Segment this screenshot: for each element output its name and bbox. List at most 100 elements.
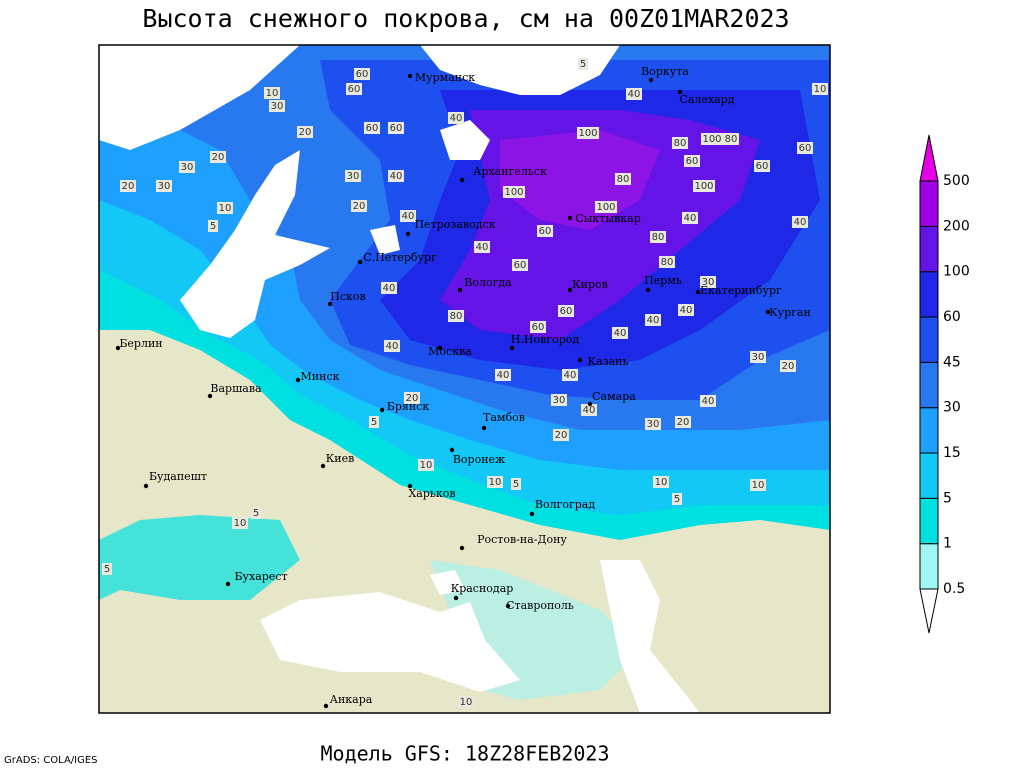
legend-box <box>919 361 939 409</box>
contour-label: 60 <box>390 123 403 134</box>
contour-label-bg <box>750 479 766 491</box>
contour-label-bg <box>700 395 716 407</box>
city-label: Москва <box>428 345 472 358</box>
contour-label: 60 <box>539 226 552 237</box>
contour-label-bg <box>210 151 226 163</box>
contour-label-bg <box>701 133 723 145</box>
contour-label: 80 <box>725 134 738 145</box>
contour-label-bg <box>388 122 404 134</box>
contour-label-bg <box>251 507 261 519</box>
city-label: Воронеж <box>453 453 505 466</box>
contour-label: 30 <box>347 171 360 182</box>
contour-label-bg <box>503 186 525 198</box>
contour-label-bg <box>653 476 669 488</box>
contour-label: 60 <box>799 143 812 154</box>
city-label: Будапешт <box>149 470 207 483</box>
baltic-sea <box>180 150 330 338</box>
city-dot <box>577 357 583 363</box>
contour-label-bg <box>537 225 553 237</box>
contour-label: 10 <box>234 518 247 529</box>
contour-label: 30 <box>181 162 194 173</box>
contour-label-bg <box>750 351 766 363</box>
contour-label-bg <box>346 83 362 95</box>
city-label: Ставрополь <box>506 599 574 612</box>
city-label: Казань <box>588 355 629 368</box>
contour-label: 80 <box>674 138 687 149</box>
contour-label: 5 <box>104 564 110 575</box>
legend-box <box>919 452 939 499</box>
city-dot <box>645 287 651 293</box>
caspian-sea <box>600 560 700 713</box>
legend-box <box>919 543 939 590</box>
contour-label-bg <box>418 459 434 471</box>
city-label: Варшава <box>210 382 262 395</box>
contour-label: 40 <box>680 305 693 316</box>
legend-label: 15 <box>943 445 961 461</box>
city-label: Мурманск <box>415 71 475 84</box>
contour-label: 20 <box>122 181 135 192</box>
contour-label: 10 <box>460 697 473 708</box>
contour-label-bg <box>364 122 380 134</box>
legend-box <box>919 316 939 363</box>
city-dot <box>459 177 465 183</box>
legend-label: 200 <box>943 218 970 234</box>
contour-label: 5 <box>580 59 586 70</box>
city-label: Вологда <box>464 276 512 289</box>
contour-label-bg <box>754 160 770 172</box>
city-dot <box>323 703 329 709</box>
contour-label-bg <box>682 212 698 224</box>
city-dot <box>481 425 487 431</box>
city-label: Харьков <box>408 487 455 500</box>
contour-label-bg <box>659 256 675 268</box>
contour-label-bg <box>581 404 597 416</box>
contour-label: 10 <box>266 88 279 99</box>
contour-label-bg <box>458 696 474 708</box>
contour-label-bg <box>577 127 599 139</box>
contour-label-bg <box>269 100 285 112</box>
contour-label-bg <box>672 137 688 149</box>
contour-label: 80 <box>661 257 674 268</box>
contour-label-bg <box>700 276 716 288</box>
contour-label: 60 <box>560 306 573 317</box>
contour-label: 20 <box>555 430 568 441</box>
contour-label: 10 <box>219 203 232 214</box>
city-label: Екатеринбург <box>700 284 782 297</box>
contour-label-bg <box>102 563 112 575</box>
contour-label: 20 <box>406 393 419 404</box>
city-label: Псков <box>330 290 365 303</box>
contour-label-bg <box>792 216 808 228</box>
contour-label: 80 <box>450 311 463 322</box>
contour-label: 5 <box>371 417 377 428</box>
city-dot <box>225 581 231 587</box>
contour-label-bg <box>672 493 682 505</box>
contour-label-bg <box>512 259 528 271</box>
contour-label: 40 <box>564 370 577 381</box>
city-label: Ростов-на-Дону <box>477 533 567 546</box>
map-frame <box>98 44 831 714</box>
contour-label: 60 <box>348 84 361 95</box>
city-dot <box>405 231 411 237</box>
contour-label: 10 <box>814 84 827 95</box>
contour-label-bg <box>645 314 661 326</box>
white-sea <box>440 120 490 160</box>
contour-label-bg <box>120 180 136 192</box>
contour-label-bg <box>612 327 628 339</box>
city-label: Сыктывкар <box>575 212 641 225</box>
contour-label-bg <box>297 126 313 138</box>
contour-label-bg <box>595 201 617 213</box>
contour-label: 100 <box>694 181 713 192</box>
contour-label: 10 <box>655 477 668 488</box>
legend-label: 5 <box>943 490 952 506</box>
contour-label: 40 <box>702 396 715 407</box>
city-dot <box>327 301 333 307</box>
contour-label-bg <box>678 304 694 316</box>
contour-label: 30 <box>553 395 566 406</box>
contour-label: 20 <box>782 361 795 372</box>
contour-label: 5 <box>253 508 259 519</box>
contour-label-bg <box>812 83 828 95</box>
contour-label-bg <box>232 517 248 529</box>
contour-label-bg <box>562 369 578 381</box>
city-dot <box>295 377 301 383</box>
